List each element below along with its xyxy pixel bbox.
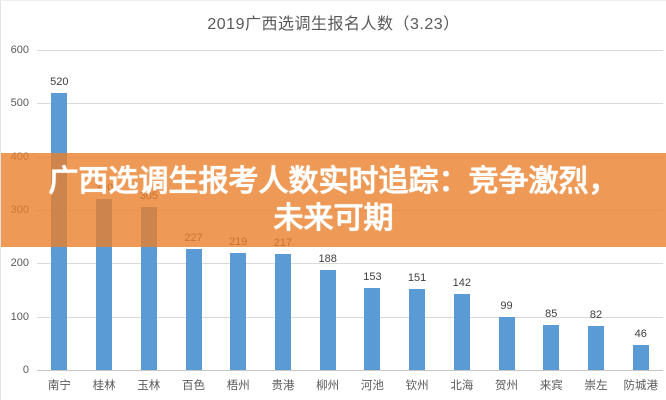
bar-北海 <box>453 294 470 370</box>
x-axis-category-label: 贺州 <box>495 380 519 392</box>
bar-column-来宾: 85 <box>529 308 574 370</box>
x-axis-category-label: 河池 <box>360 380 384 392</box>
gridline <box>37 263 663 265</box>
x-axis-category-label: 柳州 <box>316 380 340 392</box>
bar-value-label: 188 <box>318 252 337 265</box>
gridline <box>37 316 663 318</box>
bar-贺州 <box>498 317 515 370</box>
y-axis-tick-label: 600 <box>10 44 29 56</box>
bar-value-label: 85 <box>545 307 558 320</box>
bar-column-崇左: 82 <box>574 309 619 370</box>
x-axis-category-label: 梧州 <box>226 380 250 392</box>
banner-line2: 未来可期 <box>273 202 394 235</box>
y-axis-tick-label: 100 <box>10 310 29 323</box>
bar-column-河池: 153 <box>350 271 395 370</box>
gridline <box>37 103 663 105</box>
chart-title: 2019广西选调生报名人数（3.23） <box>207 16 460 33</box>
bar-梧州 <box>230 253 247 370</box>
bar-value-label: 142 <box>452 277 471 290</box>
bar-value-label: 153 <box>363 271 382 284</box>
x-axis-category-label: 来宾 <box>539 380 563 392</box>
bar-防城港 <box>632 345 649 370</box>
bar-崇左 <box>587 326 604 370</box>
bar-柳州 <box>319 269 336 370</box>
y-axis-tick-label: 200 <box>10 257 29 270</box>
x-axis-category-label: 钦州 <box>405 380 429 392</box>
bar-value-label: 151 <box>407 272 427 285</box>
bar-column-梧州: 219 <box>216 236 261 370</box>
x-axis-category-label: 桂林 <box>92 380 116 392</box>
x-axis-line <box>37 370 663 371</box>
x-axis-category-label: 玉林 <box>137 380 161 392</box>
bar-贵港 <box>274 254 291 370</box>
bar-column-贵港: 217 <box>261 237 306 370</box>
x-axis: 南宁 桂林 玉林 百色 梧州 贵港 柳州 河池 钦州 北海 贺州 来宾 崇左 防城港 <box>37 377 663 393</box>
gridline <box>37 50 663 51</box>
bar-value-label: 82 <box>589 309 603 322</box>
x-axis-category-label: 防城港 <box>623 380 658 392</box>
banner-overlay: 广西选调生报考人数实时追踪：竞争激烈， 未来可期 <box>1 153 666 247</box>
bar-column-北海: 142 <box>439 277 484 370</box>
bar-百色 <box>185 248 202 370</box>
bar-钦州 <box>409 289 426 370</box>
y-axis-tick-label: 500 <box>10 97 29 110</box>
banner-line1: 广西选调生报考人数实时追踪：竞争激烈， <box>48 165 619 198</box>
bar-value-label: 520 <box>50 75 69 88</box>
bar-column-柳州: 188 <box>305 253 350 370</box>
x-axis-category-label: 北海 <box>450 380 474 392</box>
bar-column-钦州: 151 <box>395 272 440 370</box>
bar-value-label: 46 <box>634 328 647 341</box>
bar-玉林 <box>140 207 157 370</box>
bar-column-百色: 227 <box>171 232 216 370</box>
x-axis-category-label: 南宁 <box>47 380 71 392</box>
x-axis-category-label: 崇左 <box>584 380 608 392</box>
x-axis-category-label: 百色 <box>182 380 206 392</box>
y-axis-tick-label: 0 <box>22 364 29 376</box>
x-axis-category-label: 贵港 <box>271 380 295 392</box>
bar-value-label: 99 <box>500 300 513 313</box>
bar-河池 <box>364 288 381 370</box>
bar-column-贺州: 99 <box>484 300 529 370</box>
bar-column-防城港: 46 <box>618 328 663 370</box>
bar-来宾 <box>543 324 560 370</box>
